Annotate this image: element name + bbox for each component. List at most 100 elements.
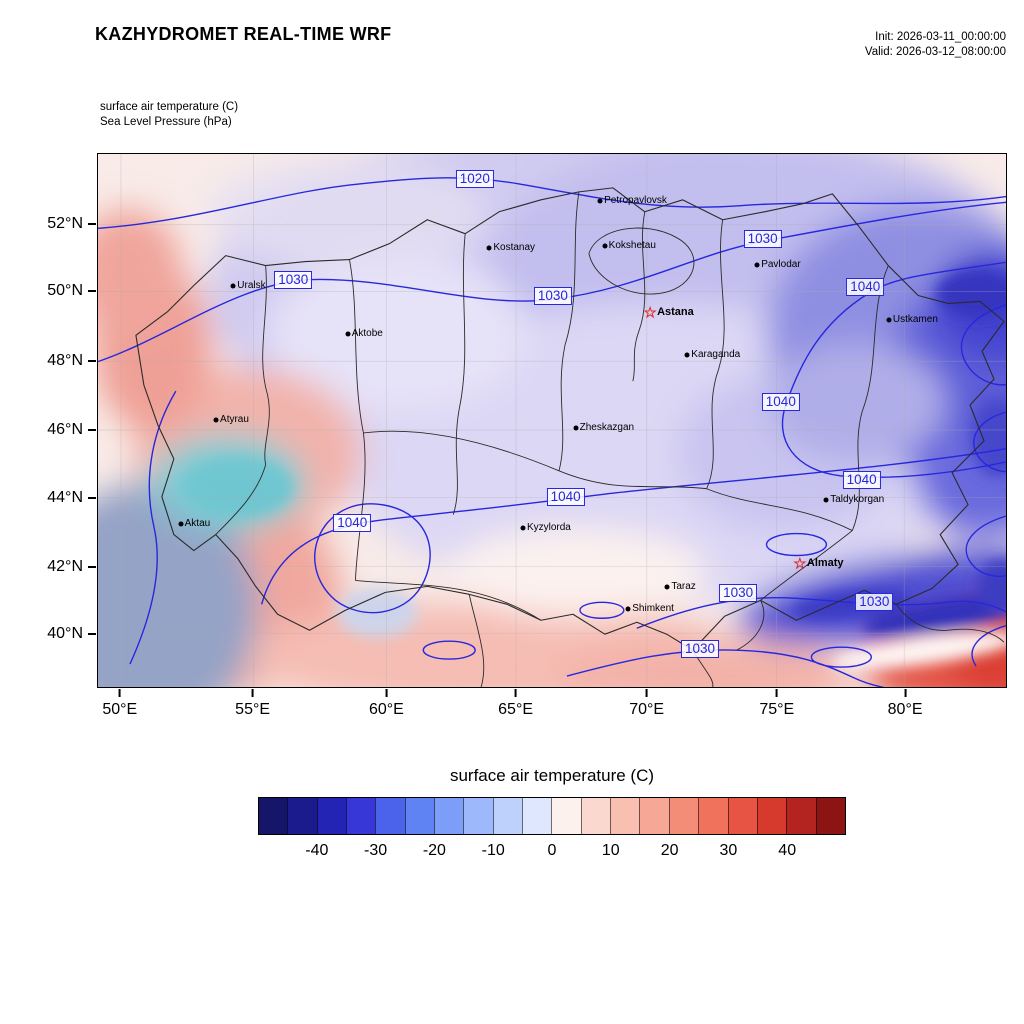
colorbar-segment-14 (668, 798, 699, 834)
pressure-contour-label-9: 1030 (719, 584, 758, 603)
region-borders (135, 187, 1005, 687)
tick-mark (88, 360, 96, 363)
tick-mark (645, 689, 648, 697)
y-tick-label: 50°N (47, 282, 83, 300)
x-tick-label: 55°E (235, 701, 271, 718)
city-dot-icon (345, 331, 351, 337)
pressure-contour-label-10: 1030 (855, 593, 894, 612)
y-tick-label: 42°N (47, 558, 83, 576)
x-tick-label: 80°E (887, 701, 923, 718)
city-label: Taldykorgan (830, 493, 885, 505)
city-dot-icon (573, 425, 579, 431)
colorbar-tick--20: -20 (422, 842, 446, 859)
colorbar-tick--40: -40 (305, 842, 329, 859)
city-label: Astana (657, 306, 694, 319)
x-tick-60-e: 60°E (369, 689, 404, 719)
city-dot-icon (178, 521, 184, 527)
colorbar-segment-12 (610, 798, 640, 834)
layer-info: surface air temperature (C) Sea Level Pr… (100, 100, 238, 130)
colorbar-tick-0: 0 (547, 842, 557, 859)
city-label: Karaganda (691, 349, 741, 361)
tick-mark (88, 566, 96, 569)
map-canvas (98, 154, 1006, 687)
y-tick-label: 52°N (47, 215, 83, 233)
city-label: Atyrau (220, 413, 249, 425)
pressure-contour-label-11: 1030 (680, 640, 720, 659)
y-tick-52-n: 52°N (47, 215, 96, 233)
tick-mark (88, 223, 96, 226)
tick-mark (251, 689, 254, 697)
y-tick-label: 40°N (47, 624, 83, 642)
map-panel: Petropavlovsk Kostanay Kokshetau Pavlodar Ur… (97, 153, 1007, 688)
city-label: Aktau (184, 518, 211, 530)
tick-mark (775, 689, 778, 697)
colorbar-segment-4 (375, 798, 405, 834)
run-times: Init: 2026-03-11_00:00:00 Valid: 2026-03… (865, 30, 1006, 60)
x-tick-50-e: 50°E (102, 689, 137, 719)
x-tick-label: 70°E (629, 701, 665, 718)
pressure-contour-label-2: 1030 (274, 271, 313, 290)
tick-mark (88, 632, 96, 635)
colorbar-title: surface air temperature (C) (449, 766, 655, 785)
city-label: Pavlodar (761, 259, 801, 271)
pressure-contour-label-7: 1040 (546, 487, 585, 506)
city-dot-icon (684, 352, 690, 358)
pressure-contour-label-3: 1030 (533, 287, 572, 306)
colorbar-segment-18 (786, 798, 816, 834)
city-label: Taraz (671, 581, 696, 593)
colorbar-segment-5 (404, 798, 435, 834)
colorbar-segment-16 (727, 798, 757, 834)
x-tick-label: 65°E (498, 701, 534, 718)
city-dot-icon (230, 283, 236, 289)
colorbar-segment-19 (815, 798, 845, 834)
colorbar-segment-8 (492, 798, 523, 834)
x-tick-70-e: 70°E (629, 689, 664, 719)
colorbar-segment-0 (259, 798, 288, 834)
y-tick-48-n: 48°N (47, 352, 96, 370)
colorbar (258, 797, 846, 835)
pressure-contour-label-6: 1040 (842, 470, 881, 489)
tick-mark (88, 429, 96, 432)
city-dot-icon (886, 317, 892, 323)
city-dot-icon (823, 497, 829, 503)
colorbar-segment-7 (463, 798, 493, 834)
tick-mark (904, 689, 907, 697)
y-tick-label: 48°N (47, 352, 83, 370)
colorbar-segment-3 (346, 798, 376, 834)
city-label: Almaty (806, 557, 844, 570)
colorbar-tick-30: 30 (719, 842, 738, 859)
city-dot-icon (625, 606, 631, 612)
capital-star-icon: ☆ (793, 555, 807, 573)
city-dot-icon (597, 198, 603, 204)
colorbar-ticks: -40 -30 -20 -10 0 10 20 30 40 (258, 842, 846, 866)
colorbar-tick-10: 10 (601, 842, 620, 859)
map-overlay: Petropavlovsk Kostanay Kokshetau Pavlodar Ur… (98, 154, 1006, 687)
tick-mark (88, 497, 96, 500)
tick-mark (118, 689, 121, 697)
tick-mark (385, 689, 388, 697)
colorbar-segment-13 (639, 798, 669, 834)
tick-mark (88, 290, 96, 293)
colorbar-tick--30: -30 (364, 842, 388, 859)
y-axis: 52°N 50°N 48°N 46°N 44°N 42°N 40°N (0, 153, 96, 688)
city-label: Petropavlovsk (604, 194, 667, 206)
city-dot-icon (754, 262, 760, 268)
pressure-contour-label-1: 1030 (743, 229, 782, 248)
page-title: KAZHYDROMET REAL-TIME WRF (95, 24, 392, 44)
y-tick-42-n: 42°N (47, 558, 96, 576)
city-label: Kyzylorda (526, 521, 571, 533)
colorbar-tick-20: 20 (660, 842, 679, 859)
city-label: Ustkamen (892, 314, 938, 326)
y-tick-40-n: 40°N (47, 625, 96, 643)
pressure-contour-label-5: 1040 (761, 392, 800, 411)
valid-time: Valid: 2026-03-12_08:00:00 (864, 46, 1006, 58)
x-tick-65-e: 65°E (498, 689, 533, 719)
y-tick-50-n: 50°N (47, 282, 96, 300)
x-tick-75-e: 75°E (759, 689, 794, 719)
city-label: Aktobe (351, 328, 383, 340)
colorbar-segment-9 (522, 798, 552, 834)
colorbar-segment-2 (316, 798, 347, 834)
colorbar-segment-1 (287, 798, 317, 834)
city-dot-icon (520, 525, 526, 531)
y-tick-46-n: 46°N (47, 421, 96, 439)
